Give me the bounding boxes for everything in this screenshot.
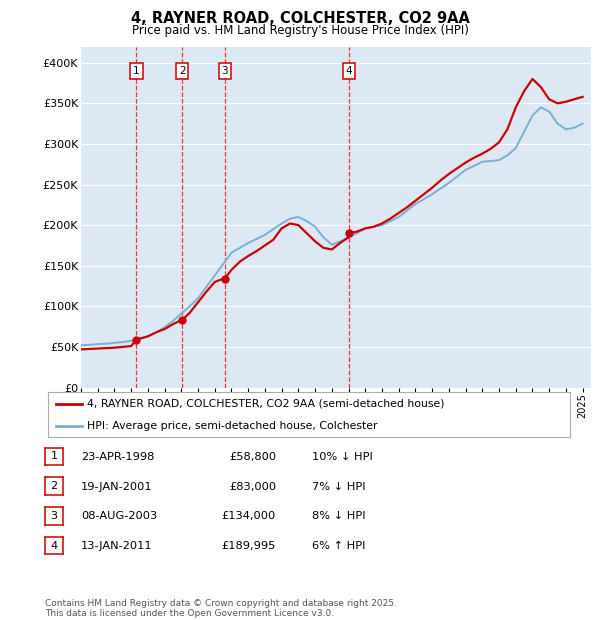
Text: 19-JAN-2001: 19-JAN-2001 [81,482,152,492]
Text: £83,000: £83,000 [229,482,276,492]
Text: 4: 4 [346,66,353,76]
Text: 10% ↓ HPI: 10% ↓ HPI [312,452,373,462]
Text: 13-JAN-2011: 13-JAN-2011 [81,541,152,551]
Text: Price paid vs. HM Land Registry's House Price Index (HPI): Price paid vs. HM Land Registry's House … [131,24,469,37]
Text: 8% ↓ HPI: 8% ↓ HPI [312,512,365,521]
Text: 1: 1 [50,451,58,461]
Text: 2: 2 [50,481,58,491]
Text: 08-AUG-2003: 08-AUG-2003 [81,512,157,521]
Text: HPI: Average price, semi-detached house, Colchester: HPI: Average price, semi-detached house,… [87,421,377,431]
Text: 4, RAYNER ROAD, COLCHESTER, CO2 9AA: 4, RAYNER ROAD, COLCHESTER, CO2 9AA [131,11,469,26]
Text: 2: 2 [179,66,185,76]
Text: £134,000: £134,000 [222,512,276,521]
Text: 1: 1 [133,66,140,76]
Text: £58,800: £58,800 [229,452,276,462]
Text: 7% ↓ HPI: 7% ↓ HPI [312,482,365,492]
Text: £189,995: £189,995 [221,541,276,551]
Text: 4: 4 [50,541,58,551]
Text: 6% ↑ HPI: 6% ↑ HPI [312,541,365,551]
Text: 4, RAYNER ROAD, COLCHESTER, CO2 9AA (semi-detached house): 4, RAYNER ROAD, COLCHESTER, CO2 9AA (sem… [87,399,445,409]
Text: 3: 3 [221,66,228,76]
Text: 23-APR-1998: 23-APR-1998 [81,452,154,462]
Text: 3: 3 [50,511,58,521]
Text: Contains HM Land Registry data © Crown copyright and database right 2025.
This d: Contains HM Land Registry data © Crown c… [45,599,397,618]
